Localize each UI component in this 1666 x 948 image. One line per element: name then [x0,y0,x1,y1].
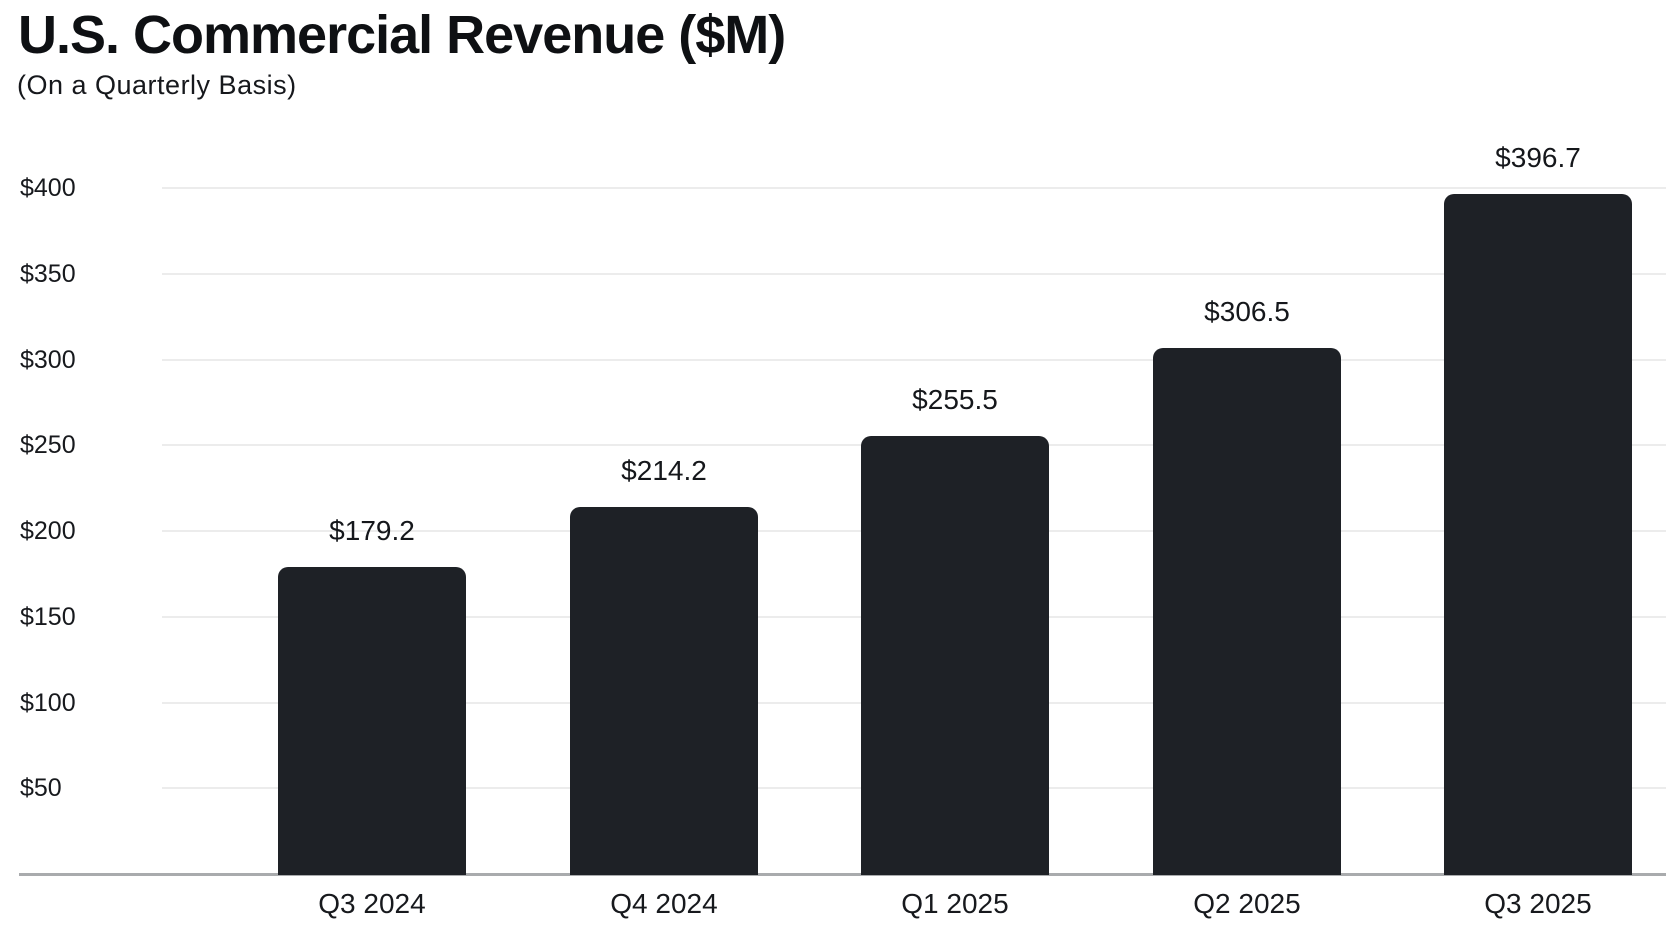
x-axis-label-q4-2024: Q4 2024 [610,888,718,919]
y-axis-tick-label-400: $400 [20,174,76,202]
x-axis-line [19,873,1666,876]
bar-q3-2024 [278,567,466,875]
bar-q4-2024 [570,507,758,875]
gridline-300 [162,359,1666,361]
bar-q2-2025 [1153,348,1341,875]
bar-value-label-q4-2024: $214.2 [621,455,707,486]
chart-title: U.S. Commercial Revenue ($M) [18,5,786,65]
y-axis-tick-label-100: $100 [20,689,76,717]
x-axis-label-q3-2024: Q3 2024 [318,888,426,919]
x-axis-label-q1-2025: Q1 2025 [901,888,1009,919]
chart-subtitle: (On a Quarterly Basis) [17,70,297,100]
y-axis-tick-label-200: $200 [20,517,76,545]
y-axis-tick-label-300: $300 [20,346,76,374]
bar-value-label-q3-2024: $179.2 [329,515,415,546]
y-axis-tick-label-150: $150 [20,603,76,631]
bar-q3-2025 [1444,194,1632,875]
y-axis-tick-label-250: $250 [20,431,76,459]
x-axis-label-q2-2025: Q2 2025 [1193,888,1301,919]
gridline-350 [162,273,1666,275]
bar-q1-2025 [861,436,1049,875]
x-axis-label-q3-2025: Q3 2025 [1484,888,1592,919]
bar-value-label-q1-2025: $255.5 [912,384,998,415]
gridline-400 [162,187,1666,189]
y-axis-tick-label-50: $50 [20,774,62,802]
bar-value-label-q2-2025: $306.5 [1204,296,1290,327]
bar-value-label-q3-2025: $396.7 [1495,142,1581,173]
y-axis-tick-label-350: $350 [20,260,76,288]
